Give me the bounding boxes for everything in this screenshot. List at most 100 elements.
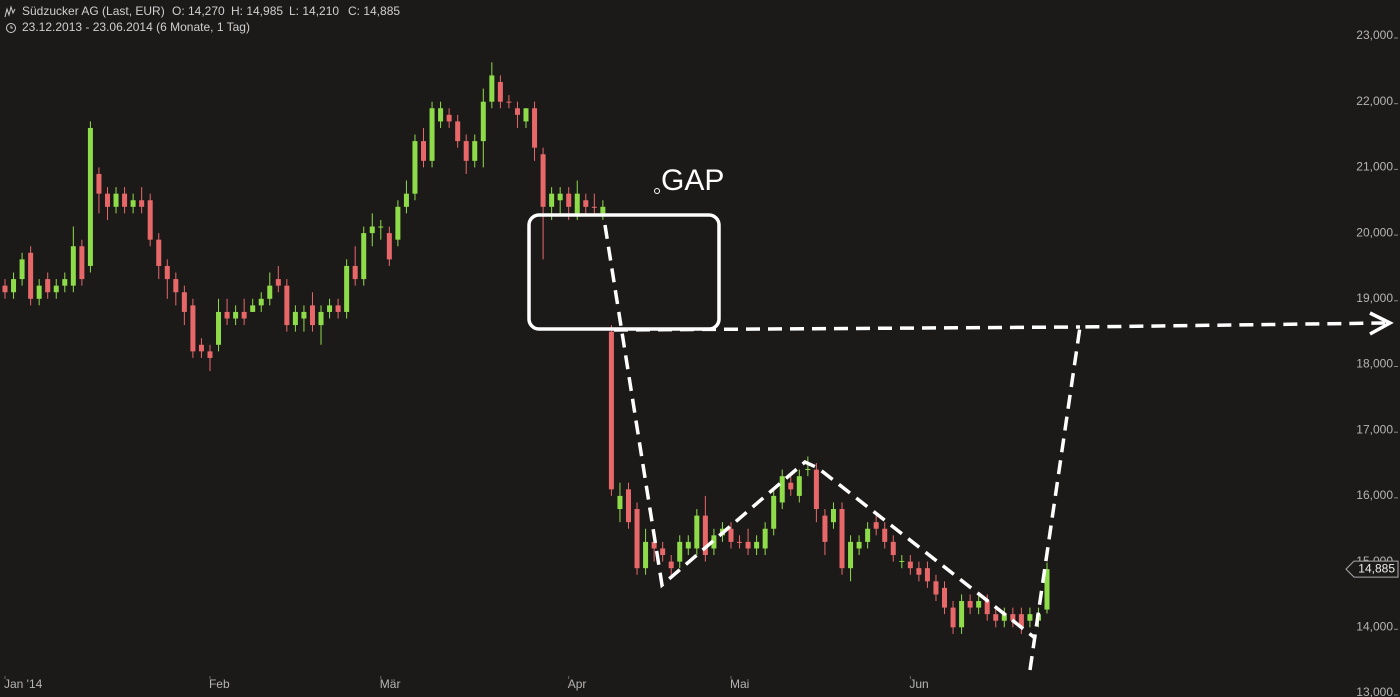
candle-body bbox=[617, 495, 623, 510]
candle-body bbox=[523, 108, 529, 122]
header-icon bbox=[4, 5, 16, 33]
y-tick-label: 22,000 bbox=[1356, 94, 1393, 108]
candle-body bbox=[96, 173, 102, 194]
candle-body bbox=[497, 81, 503, 102]
candle-body bbox=[984, 601, 990, 615]
header-title: Südzucker AG (Last, EUR) bbox=[22, 4, 165, 18]
gap-label: GAP bbox=[661, 164, 724, 197]
candle-body bbox=[309, 305, 315, 326]
candle-body bbox=[643, 541, 649, 569]
candle-body bbox=[489, 75, 495, 102]
candle-body bbox=[728, 528, 734, 542]
candle-body bbox=[1010, 614, 1016, 621]
candle-body bbox=[514, 108, 520, 115]
candle-body bbox=[455, 121, 461, 142]
candle-body bbox=[608, 331, 614, 490]
candle-body bbox=[950, 607, 956, 628]
candle-body bbox=[907, 561, 913, 569]
candle-body bbox=[754, 541, 760, 549]
header-close: C: 14,885 bbox=[348, 4, 400, 18]
candle-body bbox=[745, 541, 751, 549]
candle-body bbox=[566, 193, 572, 207]
candle-body bbox=[207, 351, 213, 358]
candle-body bbox=[796, 476, 802, 496]
candle-body bbox=[591, 206, 597, 208]
candle-body bbox=[583, 200, 589, 207]
candle-body bbox=[924, 568, 930, 582]
candle-body bbox=[788, 482, 794, 490]
y-tick-label: 21,000 bbox=[1356, 160, 1393, 174]
candle-body bbox=[164, 265, 170, 280]
candle-body bbox=[369, 226, 375, 234]
candle-body bbox=[446, 114, 452, 122]
candle-body bbox=[651, 541, 657, 549]
y-tick-label: 18,000 bbox=[1356, 357, 1393, 371]
candle-body bbox=[865, 528, 871, 542]
candle-body bbox=[79, 246, 85, 280]
header-high: H: 14,985 bbox=[231, 4, 283, 18]
candle-body bbox=[805, 468, 811, 470]
header-low: L: 14,210 bbox=[289, 4, 339, 18]
candle-body bbox=[967, 601, 973, 608]
candle-body bbox=[702, 515, 708, 556]
candle-body bbox=[53, 285, 59, 293]
candle-body bbox=[28, 252, 34, 299]
candle-body bbox=[267, 285, 273, 299]
candle-body bbox=[62, 279, 68, 286]
candle-body bbox=[813, 469, 819, 510]
candle-body bbox=[284, 285, 290, 326]
candle-body bbox=[181, 292, 187, 312]
last-price-tag bbox=[1345, 560, 1399, 578]
candle-body bbox=[429, 108, 435, 161]
candle-body bbox=[694, 515, 700, 549]
y-tick-label: 20,000 bbox=[1356, 225, 1393, 239]
candle-body bbox=[839, 509, 845, 569]
candle-body bbox=[70, 246, 76, 286]
candle-body bbox=[147, 200, 153, 240]
candle-body bbox=[660, 548, 666, 556]
candle-body bbox=[574, 193, 580, 214]
candle-body bbox=[378, 226, 384, 228]
x-tick-label: Mai bbox=[730, 677, 749, 691]
candle-body bbox=[822, 515, 828, 542]
candle-body bbox=[421, 141, 427, 161]
candle-body bbox=[139, 200, 145, 207]
header-range: 23.12.2013 - 23.06.2014 (6 Monate, 1 Tag… bbox=[22, 20, 250, 34]
trend-line bbox=[603, 224, 1037, 640]
candle-body bbox=[830, 509, 836, 523]
candle-body bbox=[36, 285, 42, 299]
gap-box bbox=[527, 213, 721, 331]
candle-body bbox=[634, 509, 640, 569]
y-tick-label: 17,000 bbox=[1356, 422, 1393, 436]
last-price-label: 14,885 bbox=[1358, 561, 1395, 575]
candle-body bbox=[327, 305, 333, 312]
candle-body bbox=[933, 581, 939, 595]
candle-body bbox=[916, 568, 922, 575]
candle-body bbox=[668, 561, 674, 569]
candle-body bbox=[173, 279, 179, 293]
candle-body bbox=[856, 541, 862, 549]
candle-body bbox=[233, 311, 239, 319]
candle-body bbox=[395, 206, 401, 240]
plot: 13,00014,00015,00016,00017,00018,00019,0… bbox=[2, 28, 1399, 697]
candle-body bbox=[130, 200, 136, 207]
y-tick-label: 14,000 bbox=[1356, 619, 1393, 633]
candle-body bbox=[625, 489, 631, 523]
candle-body bbox=[848, 541, 854, 569]
candle-body bbox=[532, 108, 538, 148]
x-tick-label: Jun bbox=[909, 677, 928, 691]
y-tick-label: 23,000 bbox=[1356, 28, 1393, 42]
candle-body bbox=[959, 601, 965, 628]
candle-body bbox=[361, 233, 367, 280]
candle-body bbox=[737, 541, 743, 543]
candle-body bbox=[677, 541, 683, 562]
candle-body bbox=[890, 541, 896, 556]
candle-body bbox=[412, 141, 418, 194]
candle-body bbox=[438, 108, 444, 122]
gap-level-line bbox=[613, 325, 1081, 332]
candle-body bbox=[198, 344, 204, 352]
candle-body bbox=[386, 233, 392, 260]
y-tick-label: 19,000 bbox=[1356, 291, 1393, 305]
